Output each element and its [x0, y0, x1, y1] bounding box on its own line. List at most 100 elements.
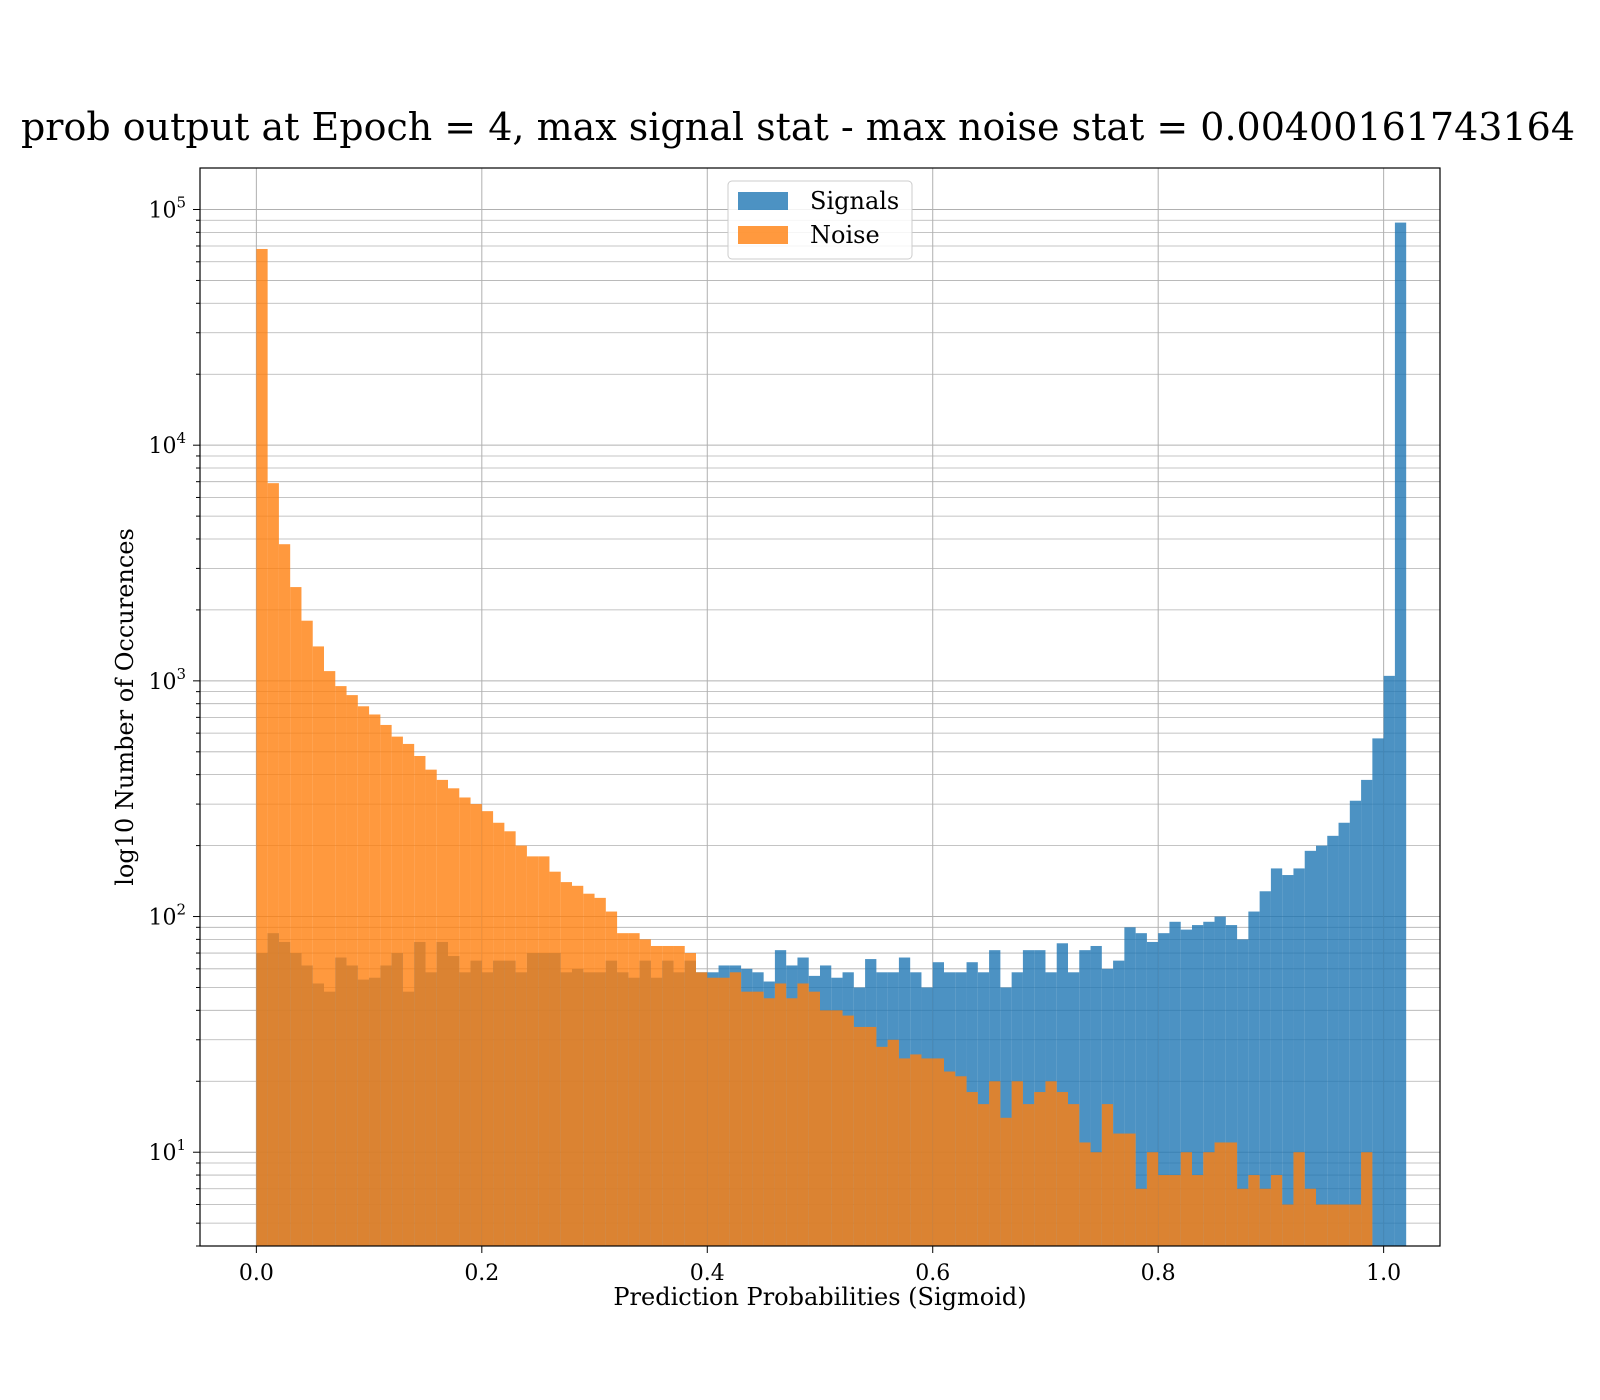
histogram-bar [605, 911, 618, 1246]
histogram-bar [1327, 1204, 1339, 1246]
histogram-bar [1349, 1204, 1362, 1246]
plot-frame [199, 167, 1441, 1247]
legend-label-noise: Noise [810, 221, 880, 249]
histogram-bar [1011, 1081, 1023, 1246]
histogram-bar [1237, 939, 1249, 1246]
histogram-bar [1214, 1142, 1226, 1246]
histogram-bar [1079, 950, 1091, 1246]
histogram-bar [684, 953, 696, 1246]
histogram-bar [1022, 1104, 1035, 1246]
histogram-bar [1180, 929, 1192, 1246]
histogram-bar [1248, 1175, 1260, 1246]
histogram-bar [346, 695, 358, 1246]
histogram-bar [1282, 1204, 1294, 1246]
histogram-bar [1383, 675, 1395, 1246]
histogram-bar [1270, 1175, 1283, 1246]
histogram-bar [1203, 921, 1215, 1246]
histogram-bar [1135, 1188, 1147, 1246]
histogram-bar [977, 1104, 990, 1246]
legend-swatch-signals [738, 192, 788, 210]
x-tick-label: 0.4 [690, 1261, 725, 1286]
histogram-bar [1225, 925, 1238, 1246]
histogram-bar [955, 1076, 967, 1246]
histogram-bar [808, 991, 820, 1246]
histogram-bar [538, 856, 550, 1246]
chart-title: prob output at Epoch = 4, max signal sta… [21, 105, 1575, 149]
histogram-bar [707, 977, 719, 1246]
histogram-bar [842, 1015, 854, 1246]
histogram-bar [402, 743, 415, 1246]
histogram-bar [989, 1081, 1001, 1246]
histogram-bar [1225, 1142, 1238, 1246]
histogram-bar [1203, 1152, 1215, 1246]
histogram-bar [820, 1010, 832, 1246]
x-tick-label: 1.0 [1366, 1261, 1401, 1286]
histogram-bar [1034, 1092, 1046, 1246]
x-tick-label: 0.0 [239, 1261, 274, 1286]
histogram-bar [696, 972, 708, 1246]
histogram-bar [448, 788, 460, 1246]
histogram-bar [1316, 1204, 1328, 1246]
histogram-bar [639, 939, 651, 1246]
histogram-bar [1000, 987, 1012, 1246]
histogram-bar [1068, 1104, 1080, 1246]
histogram-bar [1101, 1104, 1114, 1246]
histogram-bar [470, 804, 482, 1246]
histogram-bar [1135, 933, 1147, 1246]
histogram-bar [459, 797, 471, 1246]
histogram-bar [1338, 1204, 1350, 1246]
histogram-bar [1124, 1133, 1136, 1246]
histogram-bar [932, 1058, 944, 1246]
legend-label-signals: Signals [810, 187, 899, 215]
histogram-bar [865, 1026, 877, 1246]
histogram-bar [1022, 950, 1035, 1246]
histogram-bar [549, 871, 561, 1246]
histogram-bar [1000, 1117, 1012, 1246]
histogram-bar [1372, 738, 1384, 1246]
histogram-bar [481, 811, 494, 1246]
y-tick-label: 105 [148, 194, 186, 224]
histogram-bar [1056, 1092, 1068, 1246]
histogram-bar [797, 983, 809, 1246]
histogram-bar [628, 933, 640, 1246]
legend: Signals Noise [727, 180, 913, 260]
histogram-bar [267, 483, 279, 1246]
histogram-bar [944, 1071, 956, 1246]
histogram-bar [278, 544, 291, 1246]
histogram-bar [1158, 1175, 1170, 1246]
histogram-bar [493, 822, 505, 1246]
y-axis-label: log10 Number of Occurences [111, 528, 139, 886]
histogram-bar [887, 1039, 899, 1246]
histogram-bar [1259, 891, 1271, 1246]
histogram-bar [583, 893, 595, 1246]
histogram-bar [1079, 1142, 1091, 1246]
histogram-bar [526, 856, 539, 1246]
x-tick-label: 0.6 [915, 1261, 950, 1286]
histogram-bar [853, 1026, 866, 1246]
histogram-bar [831, 1010, 843, 1246]
histogram-bar [560, 882, 572, 1246]
histogram-bar [594, 897, 606, 1246]
histogram-bar [1113, 960, 1125, 1246]
histogram-bar [1158, 933, 1170, 1246]
x-tick-label: 0.8 [1141, 1261, 1176, 1286]
histogram-bar [504, 831, 516, 1246]
histogram-bar [763, 998, 775, 1246]
histogram-bar [301, 620, 313, 1246]
histogram-bar [729, 972, 742, 1246]
histogram-bar [718, 977, 730, 1246]
histogram-bar [662, 945, 674, 1246]
histogram-bar [1090, 1152, 1102, 1246]
histogram-bar [1146, 941, 1159, 1246]
x-axis-ticks: 0.0 0.2 0.4 0.6 0.8 1.0 [239, 1246, 1401, 1286]
histogram-bar [741, 991, 753, 1246]
histogram-bar [1304, 1188, 1316, 1246]
histogram-bar [436, 779, 448, 1246]
histogram-bar [380, 724, 392, 1246]
histogram-bar [1361, 1152, 1373, 1246]
y-axis-ticks: 101 102 103 104 105 [148, 194, 200, 1247]
histogram-bar [1338, 822, 1350, 1246]
histogram-bar [1361, 779, 1373, 1246]
histogram-bar [324, 671, 336, 1246]
